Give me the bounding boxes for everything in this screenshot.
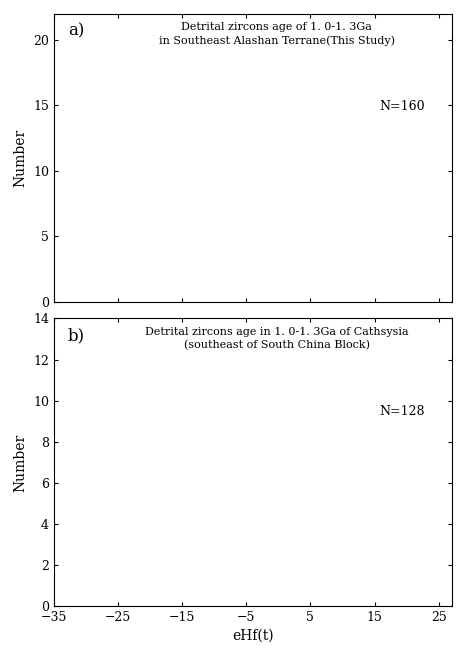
Text: a): a) (68, 22, 84, 39)
Text: N=160: N=160 (379, 100, 425, 113)
Text: Detrital zircons age in 1. 0-1. 3Ga of Cathsysia
(southeast of South China Block: Detrital zircons age in 1. 0-1. 3Ga of C… (145, 327, 408, 351)
Text: N=128: N=128 (379, 405, 425, 418)
X-axis label: eHf(t): eHf(t) (232, 628, 273, 642)
Y-axis label: Number: Number (13, 129, 27, 187)
Y-axis label: Number: Number (13, 434, 27, 491)
Text: Detrital zircons age of 1. 0-1. 3Ga
in Southeast Alashan Terrane(This Study): Detrital zircons age of 1. 0-1. 3Ga in S… (159, 22, 395, 46)
Text: b): b) (68, 327, 85, 344)
